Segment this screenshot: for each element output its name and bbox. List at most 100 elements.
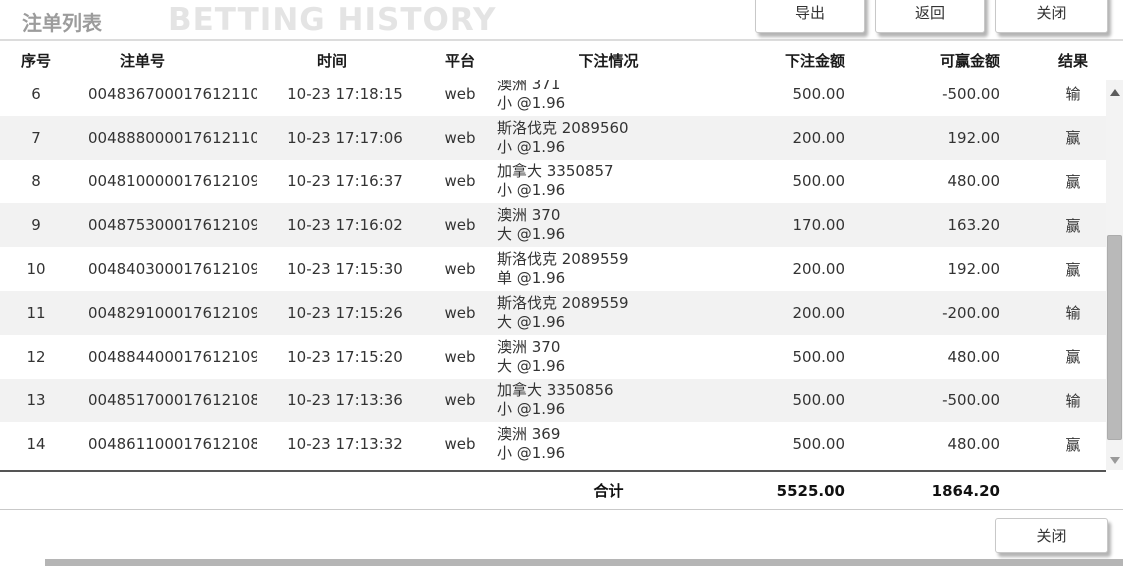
col-header-bet-detail: 下注情况	[578, 52, 639, 70]
row-win-amount: 480.00	[947, 172, 1001, 191]
row-selection: 大 @1.96	[497, 356, 566, 375]
table-row[interactable]: 14 00486110001761210813 10-23 17:13:32 w…	[0, 422, 1106, 467]
row-seq: 14	[26, 435, 46, 454]
row-bet-detail: 加拿大 3350857 小 @1.96	[497, 160, 720, 204]
title-bar: BETTING HISTORY 注单列表 导出 返回 关闭	[0, 0, 1123, 39]
row-platform: web	[444, 435, 476, 454]
row-match: 澳洲 370	[497, 337, 561, 356]
close-button-top[interactable]: 关闭	[995, 0, 1108, 33]
row-match: 澳洲 371	[497, 80, 561, 93]
row-match: 斯洛伐克 2089559	[497, 293, 629, 312]
row-selection: 小 @1.96	[497, 444, 566, 463]
row-bet-detail: 斯洛伐克 2089559 单 @1.96	[497, 247, 720, 291]
table-row[interactable]: 12 00488440001761210921 10-23 17:15:20 w…	[0, 334, 1106, 379]
export-button[interactable]: 导出	[755, 0, 865, 33]
row-win-amount: 192.00	[947, 260, 1001, 279]
row-selection: 小 @1.96	[497, 93, 566, 112]
row-seq: 11	[26, 303, 46, 322]
row-bet-detail: 澳洲 370 大 @1.96	[497, 335, 720, 379]
row-time: 10-23 17:17:06	[287, 128, 403, 147]
row-time: 10-23 17:15:30	[287, 260, 403, 279]
row-win-amount: 480.00	[947, 435, 1001, 454]
total-row: 合计 5525.00 1864.20	[0, 470, 1106, 509]
total-win-amount: 1864.20	[931, 481, 1000, 500]
row-match: 澳洲 370	[497, 206, 561, 225]
row-bet-number: 00486110001761210813	[88, 435, 257, 454]
row-result: 输	[1065, 85, 1081, 104]
scroll-up-icon[interactable]	[1106, 84, 1123, 100]
row-bet-amount: 500.00	[792, 435, 846, 454]
row-selection: 单 @1.96	[497, 269, 566, 288]
col-header-bet-number: 注单号	[120, 52, 166, 70]
row-win-amount: -200.00	[942, 303, 1000, 322]
table-row[interactable]: 10 00484030001761210932 10-23 17:15:30 w…	[0, 247, 1106, 291]
row-seq: 13	[26, 391, 46, 410]
row-bet-number: 00483670001761211097	[88, 84, 257, 103]
row-bet-detail: 澳洲 370 大 @1.96	[497, 203, 720, 247]
row-selection: 小 @1.96	[497, 137, 566, 156]
row-time: 10-23 17:15:26	[287, 303, 403, 322]
col-header-platform: 平台	[444, 52, 475, 70]
close-button-bottom[interactable]: 关闭	[995, 518, 1108, 553]
row-win-amount: 163.20	[947, 216, 1001, 235]
row-bet-number: 00487530001761210963	[88, 216, 257, 235]
back-button[interactable]: 返回	[875, 0, 985, 33]
row-win-amount: 192.00	[947, 128, 1001, 147]
row-time: 10-23 17:13:36	[287, 391, 403, 410]
table-scroll-area[interactable]: 6 00483670001761211097 10-23 17:18:15 we…	[0, 80, 1123, 470]
footer-divider	[0, 509, 1123, 510]
col-header-seq: 序号	[20, 52, 51, 70]
scroll-down-icon[interactable]	[1106, 452, 1123, 468]
row-selection: 小 @1.96	[497, 181, 566, 200]
row-result: 赢	[1065, 129, 1081, 148]
row-win-amount: 480.00	[947, 347, 1001, 366]
page-title: 注单列表	[22, 11, 102, 35]
total-bet-amount: 5525.00	[776, 481, 845, 500]
row-time: 10-23 17:16:37	[287, 172, 403, 191]
row-win-amount: -500.00	[942, 391, 1000, 410]
row-time: 10-23 17:15:20	[287, 347, 403, 366]
row-selection: 小 @1.96	[497, 400, 566, 419]
row-platform: web	[444, 347, 476, 366]
row-bet-amount: 200.00	[792, 128, 846, 147]
row-bet-number: 00482910001761210928	[88, 303, 257, 322]
row-bet-amount: 500.00	[792, 347, 846, 366]
row-platform: web	[444, 216, 476, 235]
table-row[interactable]: 6 00483670001761211097 10-23 17:18:15 we…	[0, 80, 1106, 116]
row-result: 输	[1065, 304, 1081, 323]
row-seq: 10	[26, 260, 46, 279]
col-header-bet-amount: 下注金额	[784, 52, 845, 70]
row-win-amount: -500.00	[942, 84, 1000, 103]
row-platform: web	[444, 391, 476, 410]
scrollbar-thumb[interactable]	[1107, 235, 1122, 440]
vertical-scrollbar[interactable]	[1106, 80, 1123, 470]
total-label: 合计	[593, 482, 624, 500]
row-platform: web	[444, 303, 476, 322]
row-bet-detail: 澳洲 371 小 @1.96	[497, 80, 720, 116]
watermark-text: BETTING HISTORY	[168, 2, 497, 38]
row-bet-detail: 斯洛伐克 2089559 大 @1.96	[497, 291, 720, 335]
row-match: 加拿大 3350857	[497, 162, 614, 181]
row-bet-number: 00481000001761210999	[88, 172, 257, 191]
row-bet-amount: 500.00	[792, 172, 846, 191]
table-row[interactable]: 9 00487530001761210963 10-23 17:16:02 we…	[0, 203, 1106, 248]
row-bet-detail: 斯洛伐克 2089560 小 @1.96	[497, 116, 720, 160]
table-row[interactable]: 11 00482910001761210928 10-23 17:15:26 w…	[0, 290, 1106, 335]
table-row[interactable]: 8 00481000001761210999 10-23 17:16:37 we…	[0, 159, 1106, 204]
row-bet-number: 00485170001761210818	[88, 391, 257, 410]
table-row[interactable]: 7 00488800001761211027 10-23 17:17:06 we…	[0, 115, 1106, 160]
row-platform: web	[444, 260, 476, 279]
row-bet-amount: 200.00	[792, 303, 846, 322]
row-platform: web	[444, 84, 476, 103]
row-platform: web	[444, 128, 476, 147]
col-header-result: 结果	[1057, 52, 1088, 70]
footer-bar: 关闭	[0, 510, 1123, 559]
table-row[interactable]: 13 00485170001761210818 10-23 17:13:36 w…	[0, 378, 1106, 423]
row-platform: web	[444, 172, 476, 191]
row-match: 斯洛伐克 2089559	[497, 250, 629, 269]
row-result: 赢	[1065, 348, 1081, 367]
row-result: 赢	[1065, 260, 1081, 279]
row-result: 赢	[1065, 216, 1081, 235]
row-result: 赢	[1065, 172, 1081, 191]
